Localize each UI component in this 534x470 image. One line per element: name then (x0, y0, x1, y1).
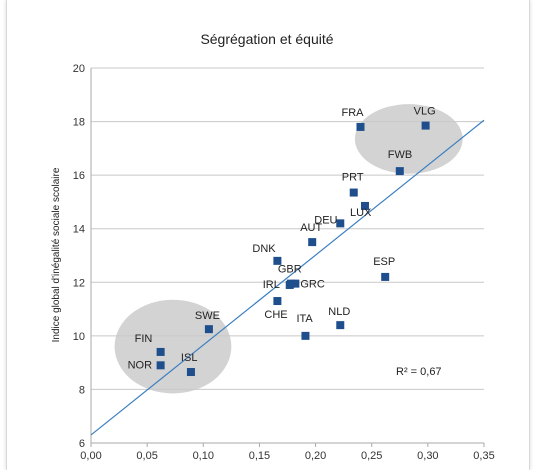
y-axis-label: Indice global d'inégalité sociale scolai… (51, 167, 62, 342)
cluster-circles (114, 104, 463, 394)
regression-line (90, 119, 485, 436)
data-points (156, 121, 430, 377)
point-dnk (273, 256, 282, 265)
x-tick-label: 0,35 (473, 450, 494, 462)
point-label-nor: NOR (128, 359, 153, 371)
point-fwb (395, 167, 404, 176)
point-deu (336, 219, 345, 228)
point-fin (156, 347, 165, 356)
point-grc (291, 279, 300, 288)
point-label-vlg: VLG (414, 106, 436, 118)
point-label-prt: PRT (342, 172, 364, 184)
point-nld (336, 321, 345, 330)
point-label-che: CHE (264, 309, 287, 321)
y-tick-label: 10 (73, 331, 85, 343)
point-nor (156, 361, 165, 370)
point-label-fra: FRA (341, 107, 364, 119)
point-fra (356, 122, 365, 131)
point-label-fwb: FWB (388, 149, 412, 161)
point-label-gbr: GBR (278, 264, 302, 276)
point-prt (349, 188, 358, 197)
y-tick-label: 16 (73, 170, 85, 182)
r-squared-annotation: R² = 0,67 (396, 366, 442, 378)
point-label-swe: SWE (195, 310, 220, 322)
point-swe (204, 325, 213, 334)
point-label-fin: FIN (135, 333, 153, 345)
trendline (90, 119, 485, 436)
y-tick-label: 18 (73, 117, 85, 129)
x-tick-labels: 0,00 0,05 0,10 0,15 0,20 0,25 0,30 0,35 (80, 450, 494, 462)
point-label-esp: ESP (373, 256, 395, 268)
y-tick-label: 8 (79, 384, 85, 396)
point-vlg (421, 121, 430, 130)
point-esp (381, 272, 390, 281)
y-tick-labels: 6 8 10 12 14 16 18 20 (73, 63, 85, 450)
y-tick-label: 20 (73, 63, 85, 75)
point-isl (186, 368, 195, 377)
point-label-deu: DEU (314, 214, 337, 226)
y-tick-label: 12 (73, 277, 85, 289)
point-label-dnk: DNK (252, 243, 276, 255)
x-tick-label: 0,25 (361, 450, 382, 462)
point-ita (301, 331, 310, 340)
point-label-irl: IRL (263, 279, 280, 291)
point-label-lux: LUX (350, 207, 372, 219)
point-lux (360, 201, 369, 210)
y-tick-label: 14 (73, 224, 85, 236)
x-tick-label: 0,30 (417, 450, 438, 462)
cluster-circle-1 (354, 104, 463, 174)
x-tick-label: 0,20 (305, 450, 326, 462)
chart-frame (6, 0, 530, 470)
point-label-nld: NLD (328, 306, 350, 318)
x-tick-label: 0,00 (80, 450, 101, 462)
point-label-aut: AUT (300, 222, 322, 234)
point-label-ita: ITA (296, 313, 313, 325)
point-che (273, 297, 282, 306)
x-tick-label: 0,05 (136, 450, 157, 462)
point-aut (308, 238, 317, 247)
point-label-grc: GRC (300, 279, 325, 291)
x-tick-label: 0,15 (249, 450, 270, 462)
point-irl (285, 280, 294, 289)
y-tick-label: 6 (79, 438, 85, 450)
point-label-isl: ISL (181, 352, 198, 364)
chart-title: Ségrégation et équité (200, 31, 333, 47)
cluster-circle-0 (114, 299, 232, 394)
x-tick-label: 0,10 (193, 450, 214, 462)
axes (90, 68, 485, 447)
